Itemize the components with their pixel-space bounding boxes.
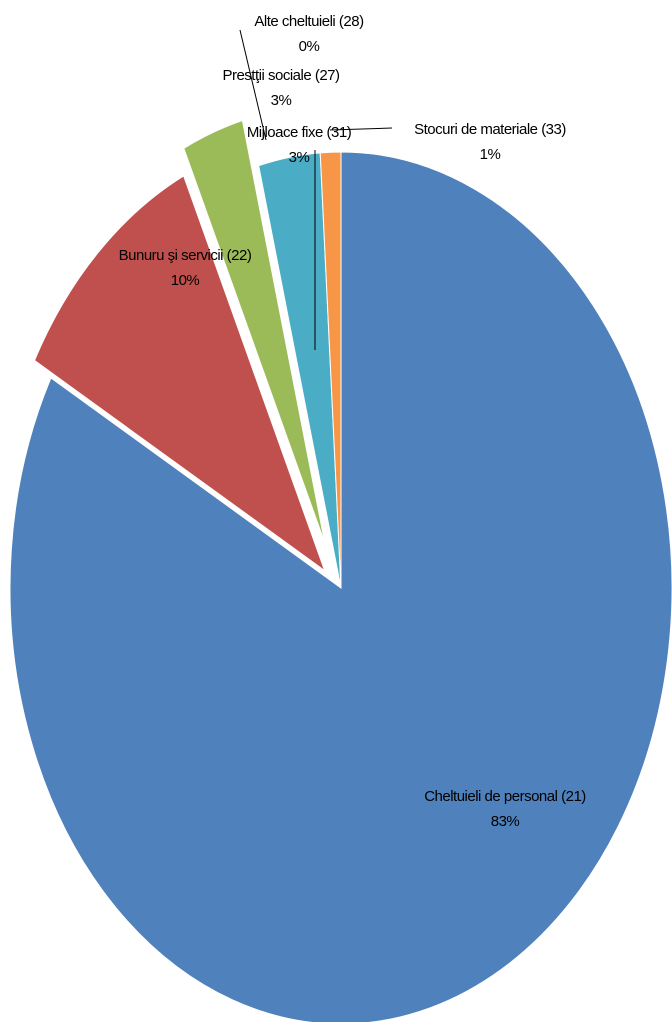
slice-value-label: 10% (171, 272, 200, 289)
slice-label: Cheltuieli de personal (21) (424, 788, 586, 805)
slice-value-label: 0% (299, 38, 320, 55)
leader-line (329, 127, 393, 131)
slice-value-label: 83% (491, 813, 520, 830)
slice-value-label: 3% (271, 92, 292, 109)
slice-value-label: 1% (480, 146, 501, 163)
slice-label: Mijloace fixe (31) (247, 124, 352, 141)
slice-value-label: 3% (289, 149, 310, 166)
slice-label: Alte cheltuieli (28) (254, 13, 364, 30)
pie-slice (319, 151, 342, 589)
slice-label: Bunuru şi servicii (22) (119, 247, 252, 264)
leader-line (239, 29, 267, 141)
pie-slice (9, 151, 672, 1022)
pie-slice (183, 119, 326, 544)
pie-slice (33, 175, 326, 572)
slice-label: Stocuri de materiale (33) (414, 121, 566, 138)
slice-label: Prestţii sociale (27) (222, 67, 340, 84)
